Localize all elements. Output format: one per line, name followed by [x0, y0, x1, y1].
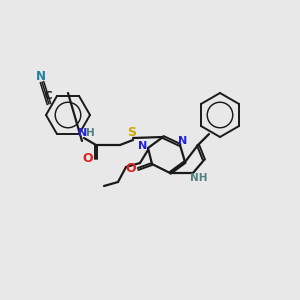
- Text: N: N: [36, 70, 46, 83]
- Text: S: S: [128, 127, 136, 140]
- Text: H: H: [85, 128, 94, 138]
- Text: O: O: [126, 163, 136, 176]
- Text: O: O: [83, 152, 93, 166]
- Text: N: N: [178, 136, 188, 146]
- Text: NH: NH: [190, 173, 208, 183]
- Text: N: N: [78, 128, 88, 138]
- Text: C: C: [45, 91, 52, 101]
- Text: N: N: [138, 141, 148, 151]
